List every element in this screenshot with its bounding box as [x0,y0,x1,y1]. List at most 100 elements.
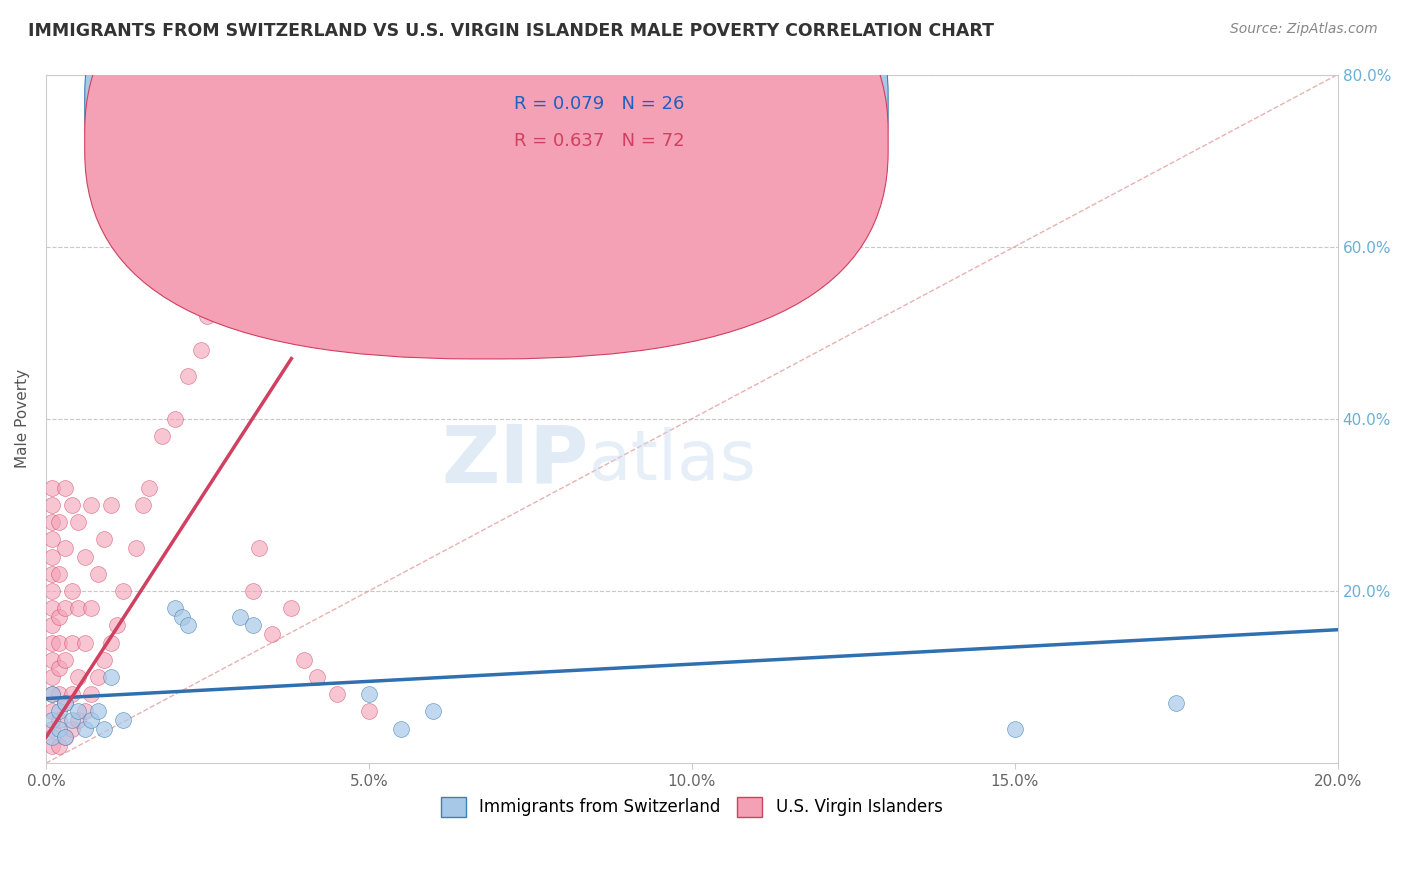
Point [73,549,96,564]
Point [41,670,63,684]
Point [150,429,173,443]
Point [1004,722,1026,736]
Point [48,609,70,624]
Point [41,713,63,727]
Point [41,687,63,701]
Point [228,205,250,219]
Point [242,584,264,599]
Point [53,541,76,555]
Point [292,653,315,667]
Legend: Immigrants from Switzerland, U.S. Virgin Islanders: Immigrants from Switzerland, U.S. Virgin… [434,790,949,823]
Point [100,670,122,684]
Point [60,687,83,701]
Point [41,584,63,599]
Point [80,498,103,512]
Point [67,601,90,615]
Point [170,609,193,624]
Point [73,705,96,719]
Text: R = 0.637   N = 72: R = 0.637 N = 72 [513,132,685,151]
Text: IMMIGRANTS FROM SWITZERLAND VS U.S. VIRGIN ISLANDER MALE POVERTY CORRELATION CHA: IMMIGRANTS FROM SWITZERLAND VS U.S. VIRG… [28,22,994,40]
Point [422,705,444,719]
Point [41,731,63,745]
Point [93,722,115,736]
Point [228,609,250,624]
FancyBboxPatch shape [84,0,889,359]
Point [86,566,108,581]
Point [41,498,63,512]
Point [48,515,70,529]
Text: R = 0.079   N = 26: R = 0.079 N = 26 [513,95,683,113]
Point [53,481,76,495]
Point [41,533,63,547]
Point [53,731,76,745]
Point [80,601,103,615]
Point [177,368,200,383]
Point [53,731,76,745]
Point [112,713,135,727]
Point [53,696,76,710]
Point [357,705,380,719]
Text: atlas: atlas [589,426,756,493]
Point [86,705,108,719]
Point [73,722,96,736]
Text: ZIP: ZIP [441,421,589,500]
Point [73,635,96,649]
FancyBboxPatch shape [453,83,801,164]
Point [93,533,115,547]
Point [260,627,283,641]
Point [41,601,63,615]
Point [190,343,212,357]
Point [177,618,200,632]
Point [165,601,187,615]
Point [132,498,155,512]
Point [41,739,63,753]
Point [307,670,329,684]
Point [100,635,122,649]
Point [197,309,219,323]
Text: Source: ZipAtlas.com: Source: ZipAtlas.com [1230,22,1378,37]
Point [67,705,90,719]
Point [48,661,70,675]
Point [41,566,63,581]
Point [41,618,63,632]
Point [389,722,412,736]
Point [247,541,270,555]
Point [41,515,63,529]
Point [41,722,63,736]
Point [41,481,63,495]
Point [41,635,63,649]
Point [60,713,83,727]
Point [48,635,70,649]
Point [681,326,703,340]
Point [125,541,148,555]
Y-axis label: Male Poverty: Male Poverty [15,369,30,468]
Point [357,687,380,701]
Point [67,713,90,727]
Point [60,584,83,599]
Point [48,705,70,719]
Point [112,584,135,599]
Point [100,498,122,512]
Point [41,653,63,667]
Point [105,618,128,632]
Point [48,722,70,736]
Point [53,653,76,667]
Point [215,283,238,297]
Point [48,713,70,727]
Point [67,515,90,529]
Point [138,481,160,495]
Point [60,722,83,736]
Point [41,549,63,564]
Point [41,705,63,719]
Point [280,601,302,615]
Point [93,653,115,667]
Point [48,566,70,581]
FancyBboxPatch shape [84,0,889,322]
Point [41,687,63,701]
Point [53,601,76,615]
Point [48,687,70,701]
Point [80,687,103,701]
Point [60,498,83,512]
Point [60,635,83,649]
Point [242,618,264,632]
